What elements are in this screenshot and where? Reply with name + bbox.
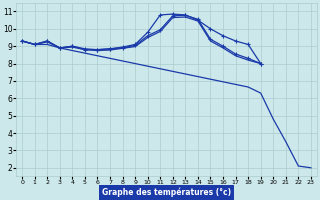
X-axis label: Graphe des températures (°c): Graphe des températures (°c) bbox=[102, 188, 231, 197]
